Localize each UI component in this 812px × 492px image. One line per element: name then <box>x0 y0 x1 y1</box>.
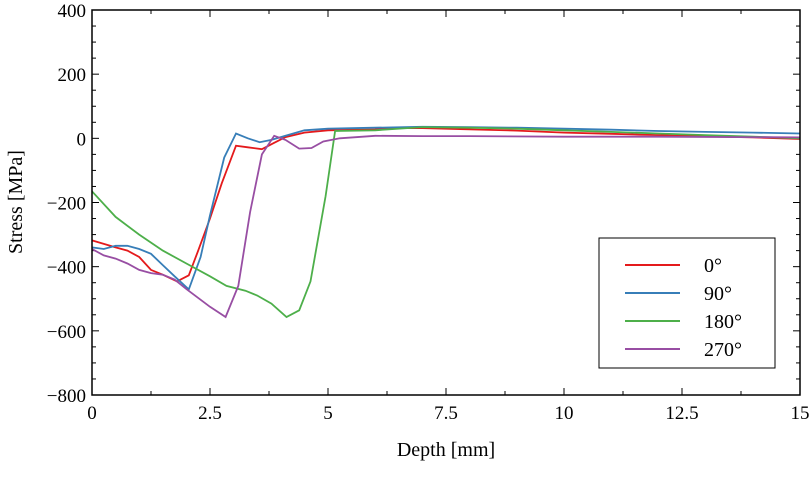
y-tick-label: 0 <box>77 129 87 150</box>
series-line-0 <box>91 127 801 283</box>
legend-label: 180° <box>704 311 742 333</box>
x-tick-label: 15 <box>791 403 810 424</box>
legend: 0° 90° 180° 270° <box>598 237 776 369</box>
legend-box <box>598 237 776 369</box>
y-tick-label: −800 <box>47 386 86 407</box>
x-tick-label: 10 <box>555 403 574 424</box>
x-tick-label: 5 <box>323 403 333 424</box>
y-axis-label: Stress [MPa] <box>5 150 27 254</box>
x-tick-label: 2.5 <box>198 403 222 424</box>
legend-label: 270° <box>704 339 742 361</box>
series-line-3 <box>91 134 801 319</box>
series-line-2 <box>91 126 801 319</box>
x-tick-label: 7.5 <box>434 403 458 424</box>
legend-label: 90° <box>704 283 732 305</box>
plot-frame <box>91 9 801 396</box>
x-axis-label: Depth [mm] <box>397 439 495 461</box>
y-tick-label: −200 <box>47 194 86 215</box>
y-tick-label: −400 <box>47 258 86 279</box>
y-tick-label: 400 <box>58 1 87 22</box>
x-tick-label: 0 <box>87 403 97 424</box>
series-line-1 <box>91 125 801 291</box>
x-tick-label: 12.5 <box>665 403 698 424</box>
y-tick-label: 200 <box>58 65 87 86</box>
legend-label: 0° <box>704 255 722 277</box>
y-tick-label: −600 <box>47 322 86 343</box>
